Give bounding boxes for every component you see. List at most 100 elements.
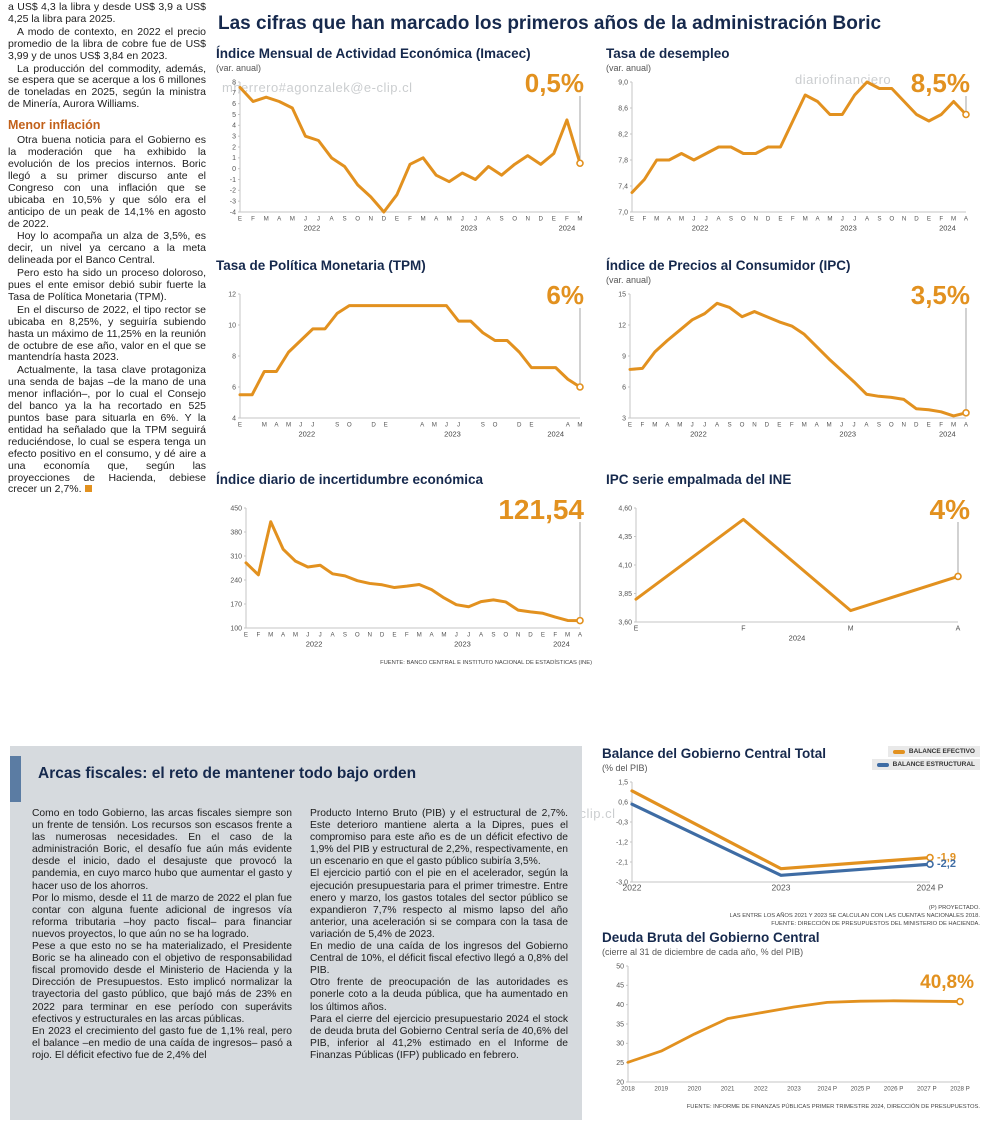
svg-text:8,2: 8,2: [618, 131, 628, 138]
fiscal-paragraph: Otro frente de preocupación de las autor…: [310, 977, 568, 1013]
svg-text:E: E: [777, 422, 781, 429]
svg-text:M: M: [417, 632, 422, 639]
svg-text:4,60: 4,60: [618, 505, 632, 512]
svg-text:J: J: [457, 422, 460, 429]
svg-text:A: A: [274, 422, 279, 429]
article-paragraph: Actualmente, la tasa clave protagoniza u…: [8, 364, 206, 496]
svg-text:S: S: [727, 422, 731, 429]
svg-text:A: A: [566, 422, 571, 429]
svg-text:2023: 2023: [772, 883, 791, 893]
svg-text:7,8: 7,8: [618, 157, 628, 164]
svg-text:N: N: [525, 216, 529, 223]
fiscal-paragraph: Por lo mismo, desde el 11 de marzo de 20…: [32, 892, 292, 940]
svg-text:2023: 2023: [454, 640, 471, 649]
chart-subtitle: (% del PIB): [602, 763, 648, 773]
svg-text:2021: 2021: [721, 1086, 735, 1093]
svg-text:O: O: [503, 632, 508, 639]
svg-text:D: D: [382, 216, 387, 223]
svg-text:-1,9: -1,9: [937, 852, 956, 864]
svg-text:50: 50: [616, 963, 624, 970]
svg-text:E: E: [552, 216, 556, 223]
svg-text:8: 8: [232, 79, 236, 86]
svg-text:E: E: [244, 632, 248, 639]
svg-text:E: E: [529, 422, 533, 429]
source-note: FUENTE: INFORME DE FINANZAS PÚBLICAS PRI…: [686, 1104, 980, 1110]
svg-text:3,85: 3,85: [618, 591, 632, 598]
chart-title: IPC serie empalmada del INE: [606, 472, 792, 487]
svg-text:E: E: [628, 422, 632, 429]
svg-text:O: O: [741, 216, 746, 223]
svg-text:1,5: 1,5: [618, 779, 628, 786]
svg-text:J: J: [841, 216, 844, 223]
chart-value-label: 40,8%: [920, 972, 974, 993]
svg-text:15: 15: [618, 291, 626, 298]
svg-text:F: F: [741, 626, 745, 633]
chart-subtitle: (var. anual): [606, 63, 652, 73]
svg-text:J: J: [319, 632, 322, 639]
chart-canvas: 4,60 4,35 4,10 3,85 3,60E F M A 2024: [618, 505, 962, 643]
svg-text:M: M: [293, 632, 298, 639]
svg-text:8,6: 8,6: [618, 105, 628, 112]
svg-text:A: A: [964, 216, 969, 223]
svg-text:2018: 2018: [621, 1086, 635, 1093]
svg-text:E: E: [392, 632, 396, 639]
svg-text:100: 100: [230, 625, 242, 632]
svg-text:J: J: [311, 422, 314, 429]
svg-text:4,35: 4,35: [618, 534, 632, 541]
legend-item-efectivo: BALANCE EFECTIVO: [887, 746, 980, 757]
svg-text:380: 380: [230, 529, 242, 536]
svg-text:E: E: [927, 216, 931, 223]
svg-text:-1,2: -1,2: [616, 839, 628, 846]
svg-text:J: J: [692, 216, 695, 223]
article-paragraph: Pero esto ha sido un proceso doloroso, p…: [8, 267, 206, 303]
svg-text:2022: 2022: [306, 640, 323, 649]
svg-text:3,60: 3,60: [618, 619, 632, 626]
chart-subtitle: (var. anual): [216, 63, 262, 73]
svg-text:J: J: [455, 632, 458, 639]
article-paragraph: En el discurso de 2022, el tipo rector s…: [8, 303, 206, 364]
svg-text:2022: 2022: [690, 430, 707, 439]
svg-text:M: M: [679, 216, 684, 223]
svg-text:A: A: [815, 422, 820, 429]
svg-text:M: M: [447, 216, 452, 223]
chart-balance: BALANCE EFECTIVO BALANCE ESTRUCTURAL Bal…: [602, 746, 980, 928]
svg-text:J: J: [299, 422, 302, 429]
svg-text:F: F: [790, 422, 794, 429]
svg-text:2023: 2023: [839, 430, 856, 439]
chart-subtitle: [216, 275, 592, 286]
svg-text:2027 P: 2027 P: [917, 1086, 937, 1093]
article-paragraph: a US$ 4,3 la libra y desde US$ 3,9 a US$…: [8, 1, 206, 25]
svg-text:8: 8: [232, 353, 236, 360]
svg-text:240: 240: [230, 577, 242, 584]
svg-text:J: J: [853, 216, 856, 223]
svg-text:S: S: [729, 216, 733, 223]
svg-text:6: 6: [622, 384, 626, 391]
chart-value-label: 121,54: [498, 494, 584, 525]
svg-text:A: A: [667, 216, 672, 223]
chart-title: Índice Mensual de Actividad Económica (I…: [216, 46, 531, 61]
svg-text:J: J: [306, 632, 309, 639]
fiscal-paragraph: El ejercicio partió con el pie en el ace…: [310, 868, 568, 940]
svg-text:M: M: [951, 422, 956, 429]
svg-text:A: A: [715, 422, 720, 429]
svg-text:6: 6: [232, 384, 236, 391]
chart-subtitle: (var. anual): [606, 275, 652, 285]
svg-text:M: M: [652, 422, 657, 429]
svg-text:M: M: [290, 216, 295, 223]
balance-legend: BALANCE EFECTIVO BALANCE ESTRUCTURAL: [871, 746, 980, 770]
svg-text:A: A: [281, 632, 286, 639]
svg-text:M: M: [677, 422, 682, 429]
svg-text:2024 P: 2024 P: [817, 1086, 837, 1093]
chart-ipc: Índice de Precios al Consumidor (IPC) (v…: [606, 258, 978, 447]
svg-text:2024: 2024: [789, 634, 806, 643]
legend-swatch-orange-icon: [892, 749, 905, 754]
svg-text:A: A: [578, 632, 583, 639]
svg-text:-3: -3: [230, 198, 236, 205]
svg-text:7: 7: [232, 90, 236, 97]
svg-text:-2,2: -2,2: [937, 858, 956, 870]
chart-value-label: 6%: [546, 280, 584, 310]
svg-text:A: A: [964, 422, 969, 429]
